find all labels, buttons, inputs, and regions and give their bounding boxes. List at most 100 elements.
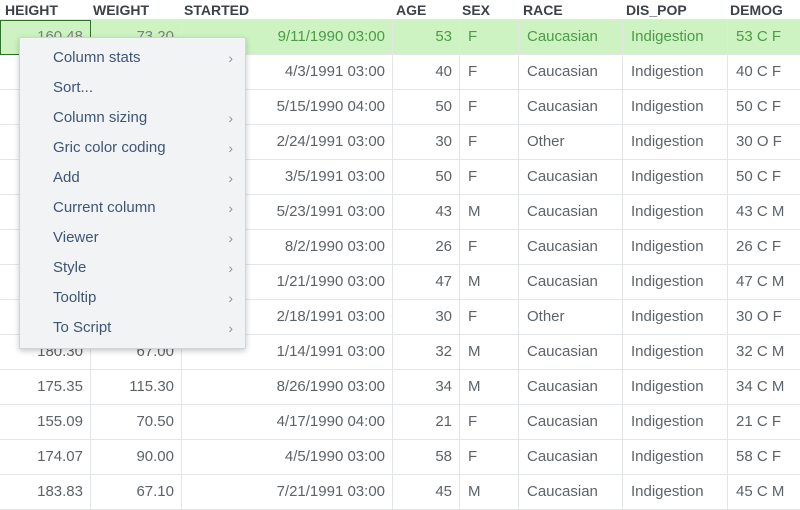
- cell-dis-pop[interactable]: Indigestion: [623, 125, 728, 159]
- cell-sex[interactable]: F: [460, 405, 519, 439]
- cell-demog[interactable]: 30 O F: [728, 125, 800, 159]
- table-row[interactable]: 180.30 67.00 1/14/1991 03:00 32 M Caucasian In…: [0, 335, 800, 370]
- cell-demog[interactable]: 50 C F: [728, 90, 800, 124]
- cell-demog[interactable]: 26 C F: [728, 230, 800, 264]
- table-row[interactable]: 4/3/1991 03:00 40 F Caucasian Indigestion 40 …: [0, 55, 800, 90]
- cell-age[interactable]: 43: [393, 195, 460, 229]
- cell-demog[interactable]: 45 C M: [728, 475, 800, 509]
- cell-race[interactable]: Caucasian: [519, 160, 623, 194]
- cell-demog[interactable]: 30 O F: [728, 300, 800, 334]
- table-row[interactable]: 1/21/1990 03:00 47 M Caucasian Indigestion 47…: [0, 265, 800, 300]
- column-header-weight[interactable]: WEIGHT: [93, 2, 149, 18]
- menu-item-to-script[interactable]: To Script ›: [20, 313, 245, 343]
- cell-race[interactable]: Other: [519, 300, 623, 334]
- column-header-demog[interactable]: DEMOG: [730, 2, 783, 18]
- cell-sex[interactable]: M: [460, 265, 519, 299]
- cell-started[interactable]: 5/15/1990 04:00: [182, 90, 393, 124]
- table-row[interactable]: 5/23/1991 03:00 43 M Caucasian Indigestion 43…: [0, 195, 800, 230]
- cell-demog[interactable]: 43 C M: [728, 195, 800, 229]
- cell-sex[interactable]: F: [460, 230, 519, 264]
- cell-demog[interactable]: 50 C F: [728, 160, 800, 194]
- cell-race[interactable]: Caucasian: [519, 230, 623, 264]
- cell-demog[interactable]: 21 C F: [728, 405, 800, 439]
- cell-started[interactable]: 2/18/1991 03:00: [182, 300, 393, 334]
- cell-started[interactable]: 9/11/1990 03:00: [182, 20, 393, 54]
- cell-started[interactable]: 8/26/1990 03:00: [182, 370, 393, 404]
- cell-sex[interactable]: F: [460, 160, 519, 194]
- table-row[interactable]: 183.83 67.10 7/21/1991 03:00 45 M Caucasian In…: [0, 475, 800, 510]
- column-header-age[interactable]: AGE: [396, 2, 427, 18]
- cell-started[interactable]: 4/3/1991 03:00: [182, 55, 393, 89]
- cell-dis-pop[interactable]: Indigestion: [623, 20, 728, 54]
- cell-sex[interactable]: F: [460, 55, 519, 89]
- cell-age[interactable]: 47: [393, 265, 460, 299]
- cell-sex[interactable]: M: [460, 335, 519, 369]
- cell-dis-pop[interactable]: Indigestion: [623, 440, 728, 474]
- cell-started[interactable]: 1/14/1991 03:00: [182, 335, 393, 369]
- cell-started[interactable]: 5/23/1991 03:00: [182, 195, 393, 229]
- cell-demog[interactable]: 47 C M: [728, 265, 800, 299]
- cell-dis-pop[interactable]: Indigestion: [623, 265, 728, 299]
- cell-started[interactable]: 4/5/1990 03:00: [182, 440, 393, 474]
- menu-item-tooltip[interactable]: Tooltip ›: [20, 283, 245, 313]
- menu-item-column-sizing[interactable]: Column sizing ›: [20, 103, 245, 133]
- cell-age[interactable]: 26: [393, 230, 460, 264]
- cell-sex[interactable]: F: [460, 90, 519, 124]
- cell-age[interactable]: 58: [393, 440, 460, 474]
- cell-started[interactable]: 3/5/1991 03:00: [182, 160, 393, 194]
- column-header-race[interactable]: RACE: [523, 2, 563, 18]
- cell-dis-pop[interactable]: Indigestion: [623, 90, 728, 124]
- cell-height[interactable]: 155.09: [0, 405, 91, 439]
- cell-started[interactable]: 8/2/1990 03:00: [182, 230, 393, 264]
- cell-race[interactable]: Caucasian: [519, 55, 623, 89]
- table-row[interactable]: 5/15/1990 04:00 50 F Caucasian Indigestion 50…: [0, 90, 800, 125]
- menu-item-add[interactable]: Add ›: [20, 163, 245, 193]
- column-header-sex[interactable]: SEX: [462, 2, 491, 18]
- cell-started[interactable]: 2/24/1991 03:00: [182, 125, 393, 159]
- table-row[interactable]: 175.35 115.30 8/26/1990 03:00 34 M Caucasian I…: [0, 370, 800, 405]
- cell-demog[interactable]: 58 C F: [728, 440, 800, 474]
- cell-weight[interactable]: 115.30: [91, 370, 182, 404]
- cell-sex[interactable]: M: [460, 475, 519, 509]
- cell-race[interactable]: Caucasian: [519, 370, 623, 404]
- menu-item-gric-color-coding[interactable]: Gric color coding ›: [20, 133, 245, 163]
- cell-demog[interactable]: 40 C F: [728, 55, 800, 89]
- cell-demog[interactable]: 32 C M: [728, 335, 800, 369]
- cell-race[interactable]: Caucasian: [519, 195, 623, 229]
- cell-started[interactable]: 4/17/1990 04:00: [182, 405, 393, 439]
- cell-race[interactable]: Caucasian: [519, 405, 623, 439]
- cell-height[interactable]: 175.35: [0, 370, 91, 404]
- cell-demog[interactable]: 34 C M: [728, 370, 800, 404]
- cell-age[interactable]: 40: [393, 55, 460, 89]
- cell-age[interactable]: 53: [393, 20, 460, 54]
- cell-sex[interactable]: F: [460, 125, 519, 159]
- cell-race[interactable]: Caucasian: [519, 265, 623, 299]
- cell-sex[interactable]: F: [460, 20, 519, 54]
- menu-item-column-stats[interactable]: Column stats ›: [20, 43, 245, 73]
- cell-demog[interactable]: 53 C F: [728, 20, 800, 54]
- cell-sex[interactable]: F: [460, 300, 519, 334]
- menu-item-current-column[interactable]: Current column ›: [20, 193, 245, 223]
- cell-started[interactable]: 7/21/1991 03:00: [182, 475, 393, 509]
- table-row[interactable]: 3/5/1991 03:00 50 F Caucasian Indigestion 50 …: [0, 160, 800, 195]
- cell-dis-pop[interactable]: Indigestion: [623, 195, 728, 229]
- cell-height[interactable]: 174.07: [0, 440, 91, 474]
- cell-dis-pop[interactable]: Indigestion: [623, 160, 728, 194]
- cell-race[interactable]: Caucasian: [519, 90, 623, 124]
- cell-weight[interactable]: 70.50: [91, 405, 182, 439]
- table-row[interactable]: 155.09 70.50 4/17/1990 04:00 21 F Caucasian In…: [0, 405, 800, 440]
- cell-dis-pop[interactable]: Indigestion: [623, 335, 728, 369]
- cell-dis-pop[interactable]: Indigestion: [623, 475, 728, 509]
- cell-sex[interactable]: M: [460, 370, 519, 404]
- cell-age[interactable]: 30: [393, 125, 460, 159]
- column-header-started[interactable]: STARTED: [184, 2, 250, 18]
- cell-dis-pop[interactable]: Indigestion: [623, 55, 728, 89]
- cell-dis-pop[interactable]: Indigestion: [623, 300, 728, 334]
- cell-started[interactable]: 1/21/1990 03:00: [182, 265, 393, 299]
- cell-dis-pop[interactable]: Indigestion: [623, 370, 728, 404]
- cell-dis-pop[interactable]: Indigestion: [623, 230, 728, 264]
- table-row[interactable]: 2/24/1991 03:00 30 F Other Indigestion 30 O F: [0, 125, 800, 160]
- cell-age[interactable]: 50: [393, 160, 460, 194]
- column-header-dis-pop[interactable]: DIS_POP: [626, 2, 687, 18]
